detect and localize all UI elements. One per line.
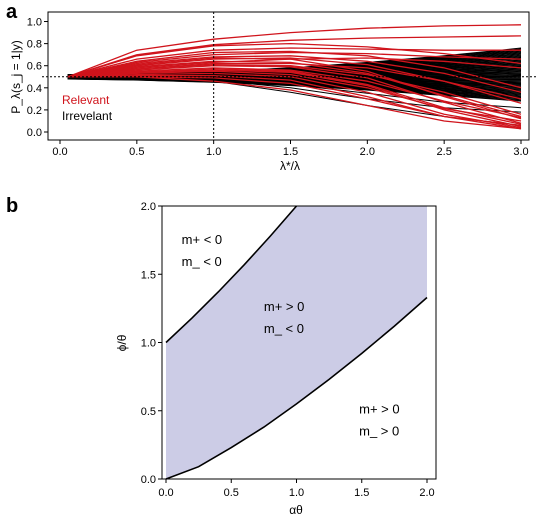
upper-boundary-curve xyxy=(165,205,298,344)
y-tick-label: 1.5 xyxy=(141,269,156,281)
legend-relevant: Relevant xyxy=(62,93,110,107)
panel-b-x-axis-title: αθ xyxy=(289,503,303,517)
relevant-series-lines xyxy=(67,24,522,130)
y-tick-label: 1.0 xyxy=(27,17,42,29)
relevant-series-line xyxy=(67,60,522,118)
y-tick-label: 0.2 xyxy=(27,105,42,117)
y-tick-label: 0.5 xyxy=(141,406,156,418)
x-tick-label: 1.5 xyxy=(354,487,369,499)
panel-b-y-axis-title: ϕ/θ xyxy=(115,334,129,351)
region-label-line2: m_ > 0 xyxy=(359,423,399,438)
panel-a-y-axis-title: P_λ(s_j = 1|y) xyxy=(9,40,23,113)
region-labels: m+ < 0 m_ < 0 m+ > 0 m_ < 0 m+ > 0 m_ > 0 xyxy=(182,232,400,438)
x-tick-label: 3.0 xyxy=(513,146,528,158)
y-tick-label: 0.4 xyxy=(27,83,42,95)
relevant-series-line xyxy=(67,51,522,78)
panel-a-x-ticks: 0.0 0.5 1.0 1.5 2.0 2.5 3.0 xyxy=(52,140,529,158)
relevant-series-line xyxy=(67,42,522,78)
x-tick-label: 0.0 xyxy=(52,146,67,158)
region-label-line2: m_ < 0 xyxy=(264,321,304,336)
legend-irrelevant: Irrevelant xyxy=(62,109,113,123)
panel-a-frame xyxy=(47,11,530,141)
region-label-line1: m+ < 0 xyxy=(182,232,222,247)
panel-b-x-ticks: 0.0 0.5 1.0 1.5 2.0 xyxy=(158,479,435,499)
x-tick-label: 1.0 xyxy=(206,146,221,158)
x-tick-label: 2.0 xyxy=(360,146,375,158)
panel-a-letter: a xyxy=(6,1,18,23)
region-label-line2: m_ < 0 xyxy=(182,254,222,269)
panel-b-letter: b xyxy=(6,195,18,217)
x-tick-label: 2.5 xyxy=(437,146,452,158)
panel-b-chart: 0.0 0.5 1.0 1.5 2.0 0.0 0.5 1.0 1.5 2.0 m+ < 0 m_… xyxy=(115,201,437,517)
relevant-series-line xyxy=(67,50,522,89)
y-tick-label: 0.8 xyxy=(27,39,42,51)
x-tick-label: 1.5 xyxy=(283,146,298,158)
relevant-series-line xyxy=(67,67,522,119)
y-tick-label: 2.0 xyxy=(141,201,156,213)
panel-a-x-axis-title: λ*/λ xyxy=(280,159,300,173)
region-label-line1: m+ > 0 xyxy=(264,299,304,314)
panel-b-y-ticks: 0.0 0.5 1.0 1.5 2.0 xyxy=(141,201,162,486)
relevant-series-line xyxy=(67,65,522,124)
relevant-series-line xyxy=(67,69,522,128)
y-tick-label: 0.0 xyxy=(141,474,156,486)
irrelevant-series-lines xyxy=(67,47,522,126)
relevant-series-line xyxy=(67,70,522,122)
panel-a-y-ticks: 0.0 0.2 0.4 0.6 0.8 1.0 xyxy=(27,17,48,139)
y-tick-label: 0.0 xyxy=(27,127,42,139)
shaded-region xyxy=(166,206,427,479)
x-tick-label: 2.0 xyxy=(419,487,434,499)
x-tick-label: 1.0 xyxy=(289,487,304,499)
relevant-series-line xyxy=(67,76,522,130)
y-tick-label: 0.6 xyxy=(27,61,42,73)
region-label-line1: m+ > 0 xyxy=(359,401,399,416)
relevant-series-line xyxy=(67,57,522,78)
panel-a-chart: 0.0 0.5 1.0 1.5 2.0 2.5 3.0 0.0 0.2 0.4 0.6 0.8 1.0… xyxy=(9,11,537,173)
x-tick-label: 0.0 xyxy=(158,487,173,499)
relevant-series-line xyxy=(67,63,522,115)
relevant-series-line xyxy=(67,55,522,93)
y-tick-label: 1.0 xyxy=(141,338,156,350)
relevant-series-line xyxy=(67,35,522,78)
x-tick-label: 0.5 xyxy=(224,487,239,499)
relevant-series-line xyxy=(67,24,522,78)
x-tick-label: 0.5 xyxy=(129,146,144,158)
relevant-series-line xyxy=(67,47,521,78)
lower-boundary-curve xyxy=(165,296,428,480)
